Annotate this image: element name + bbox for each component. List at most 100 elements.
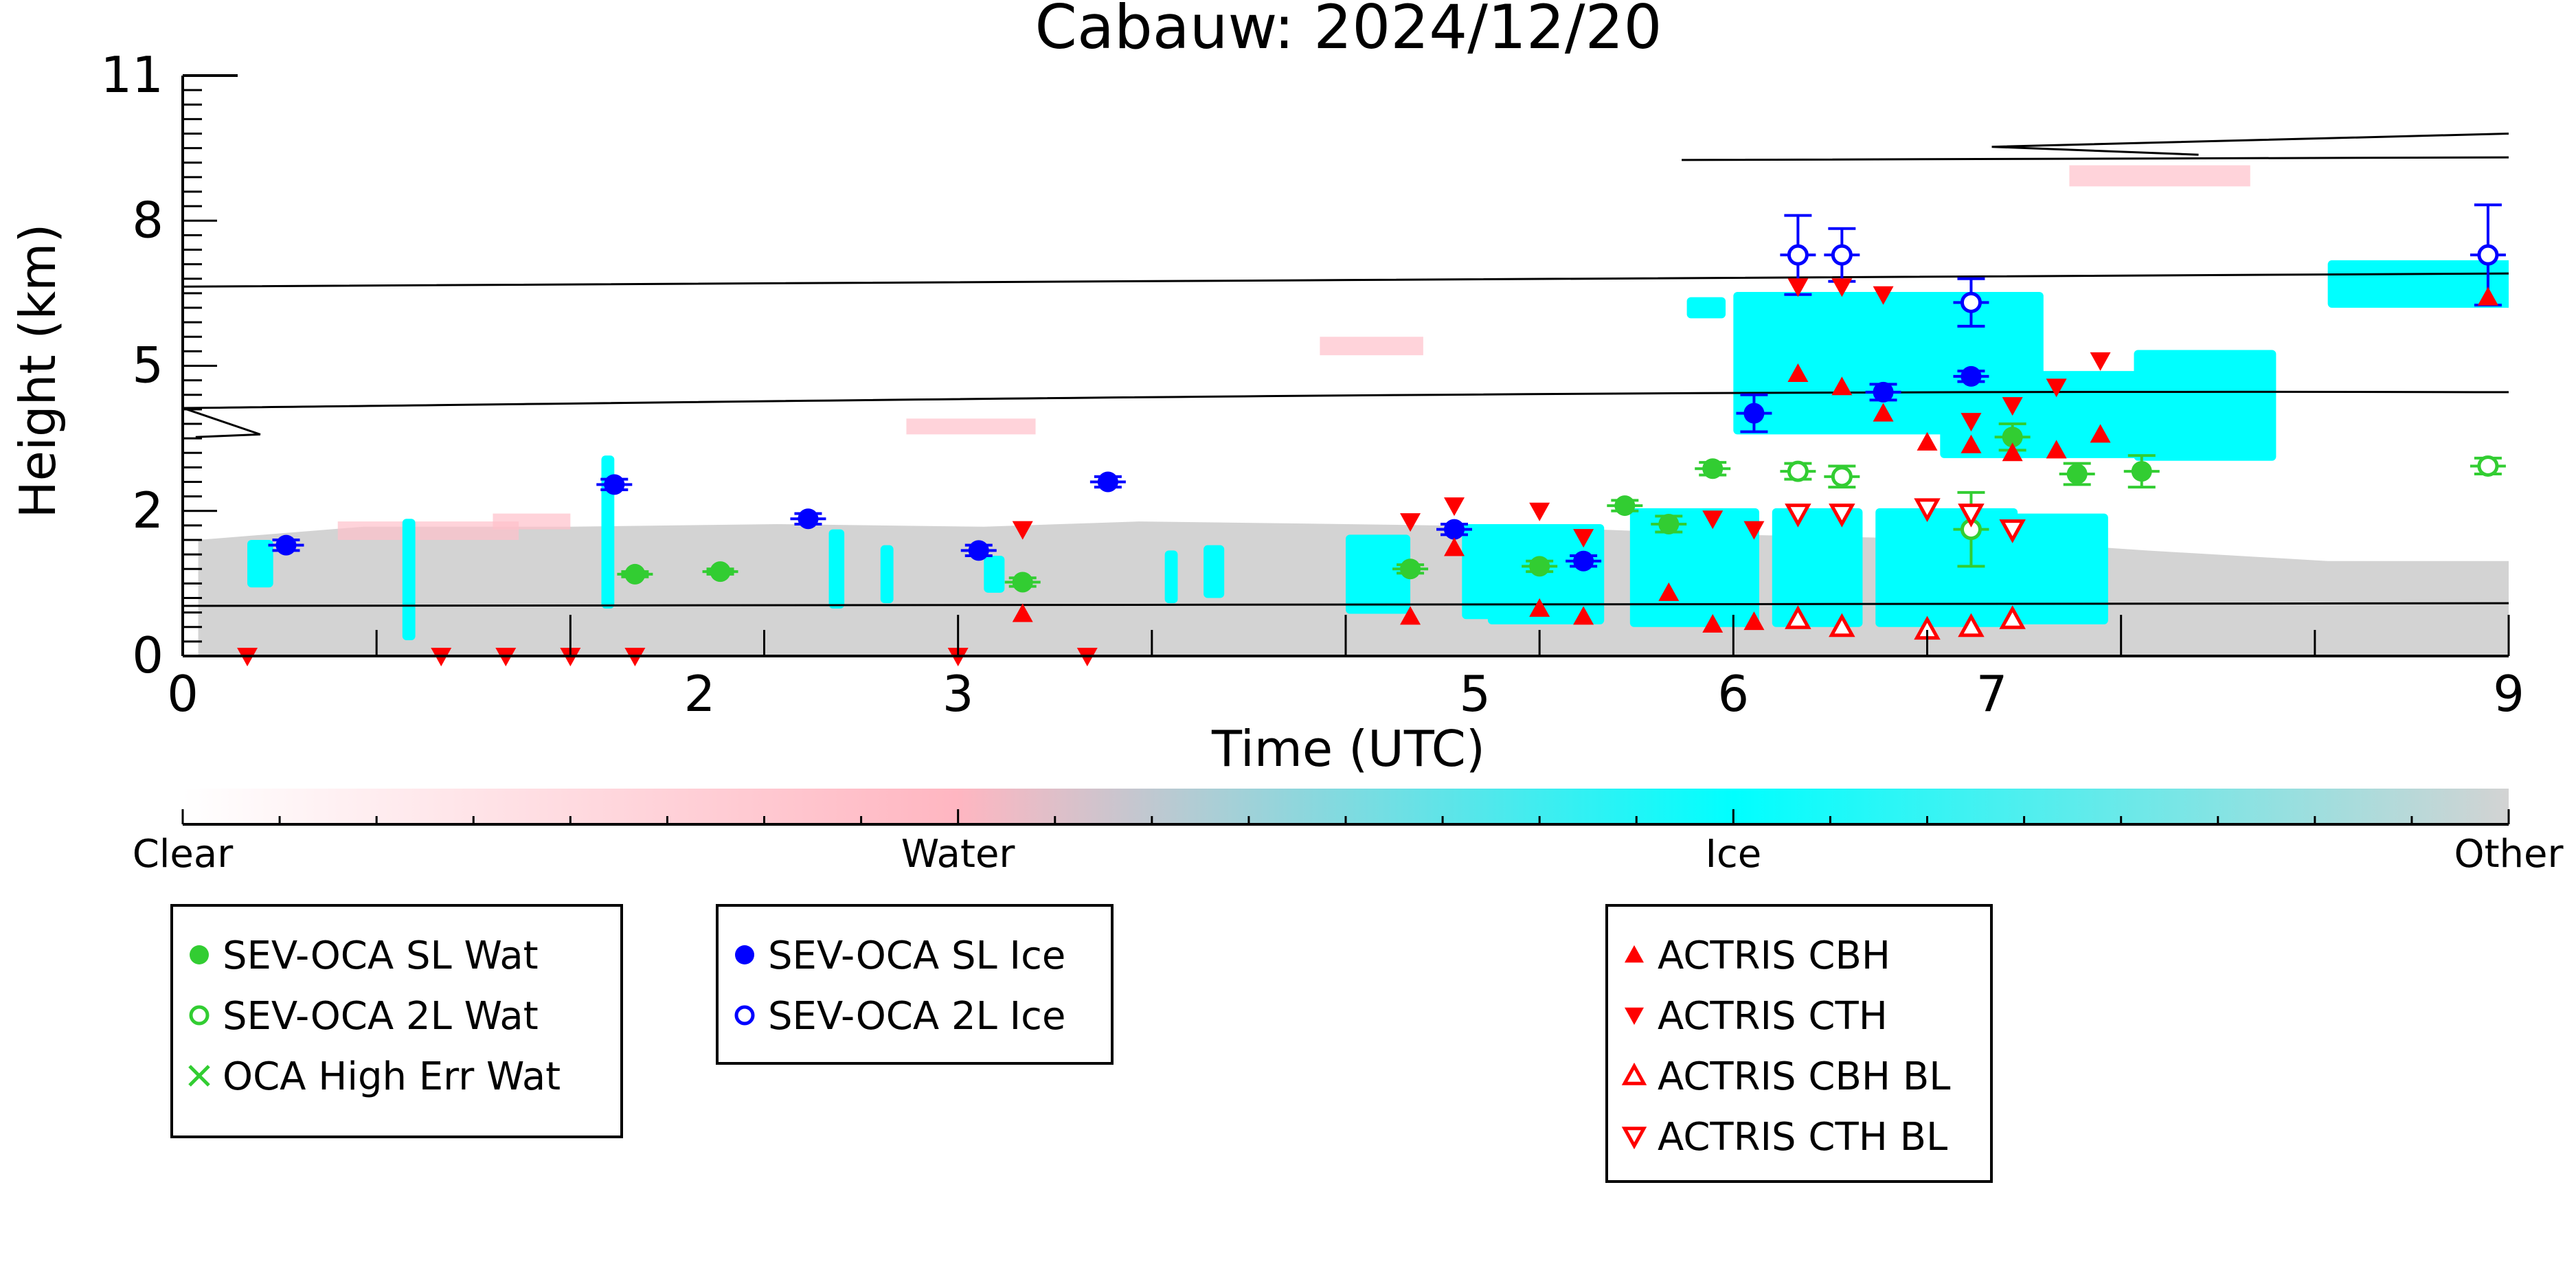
legend-box-2: SEV-OCA SL Ice SEV-OCA 2L Ice <box>716 904 1114 1065</box>
y-tick-label: 11 <box>100 46 163 104</box>
ice-patch <box>2327 260 2509 308</box>
sev-oca-sl-wat-point <box>1614 495 1636 517</box>
data-marks <box>237 203 2506 666</box>
actris-cth-bl-point <box>1829 504 1855 528</box>
actris-cth-bl-point <box>1999 519 2026 543</box>
sev-oca-sl-wat-point <box>1529 556 1550 577</box>
actris-cth-point <box>1702 510 1724 530</box>
legend-item: OCA High Err Wat <box>188 1054 561 1099</box>
sev-oca-2l-ice-point <box>1787 244 1809 266</box>
profile-line <box>1682 156 2509 161</box>
sev-oca-sl-ice-legend-icon <box>735 945 754 964</box>
y-tick-label: 8 <box>132 191 163 249</box>
sev-oca-sl-wat-point <box>2002 427 2023 448</box>
sev-oca-sl-wat-point <box>1702 458 1724 479</box>
actris-cbh-point <box>2046 440 2067 459</box>
chart-title: Cabauw: 2024/12/20 <box>1035 0 1662 63</box>
legend-frame <box>1605 904 1993 1183</box>
actris-cbh-point <box>1873 403 1894 422</box>
actris-cth-bl-point <box>1914 498 1941 523</box>
legend-label: OCA High Err Wat <box>223 1054 561 1099</box>
legends: SEV-OCA SL Wat SEV-OCA 2L Wat OCA High Err… <box>170 904 1993 1183</box>
water-patch <box>337 521 519 540</box>
actris-cbh-point <box>1573 606 1594 625</box>
actris-cth-point <box>2090 352 2111 371</box>
x-tick-label: 3 <box>942 665 974 723</box>
sev-oca-sl-ice-point <box>1873 381 1894 403</box>
water-patch <box>2069 165 2250 187</box>
colorbar-ticks: Clear Water Ice Other <box>133 809 2564 877</box>
actris-cth-point <box>1787 278 1809 297</box>
ice-patch <box>247 540 273 588</box>
profile-line <box>183 407 261 438</box>
x-axis-label: Time (UTC) <box>1211 720 1485 778</box>
actris-cth-point <box>1529 502 1550 521</box>
legend-label: ACTRIS CTH <box>1658 994 1888 1039</box>
sev-oca-2l-ice-point <box>2477 244 2499 266</box>
ice-patch <box>984 556 1005 593</box>
legend-item: ACTRIS CBH <box>1625 934 1890 978</box>
profile-line <box>183 390 2509 409</box>
actris-cbh-point <box>2002 442 2023 462</box>
actris-cbh-point <box>1529 598 1550 617</box>
actris-cbh-point <box>2477 286 2498 306</box>
actris-cth-point <box>1831 278 1853 297</box>
actris-cbh-point <box>1444 537 1465 556</box>
actris-cth-bl-point <box>1958 504 1985 528</box>
ice-patch <box>2134 350 2276 461</box>
legend-item: ACTRIS CTH <box>1625 994 1888 1039</box>
actris-cbh-bl-point <box>1999 605 2026 629</box>
actris-cbh-legend-icon <box>1625 945 1644 963</box>
ice-patch <box>402 519 416 640</box>
sev-oca-sl-ice-point <box>1444 519 1465 540</box>
actris-cbh-point <box>1831 376 1853 396</box>
legend-label: SEV-OCA 2L Ice <box>768 994 1065 1039</box>
actris-cth-point <box>2046 379 2067 398</box>
sev-oca-sl-ice-point <box>275 534 297 556</box>
actris-cth-point <box>2002 397 2023 416</box>
legend-label: SEV-OCA SL Wat <box>223 934 539 978</box>
ice-patch <box>828 529 845 609</box>
actris-cbh-point <box>1961 434 1982 453</box>
actris-cth-legend-icon <box>1625 1007 1644 1025</box>
legend-item: SEV-OCA 2L Ice <box>734 994 1065 1039</box>
actris-cbh-bl-legend-icon <box>1621 1062 1647 1085</box>
actris-cbh-point <box>1012 603 1033 622</box>
actris-cth-point <box>1573 529 1594 548</box>
colorbar-label: Clear <box>133 832 234 877</box>
legend-item: SEV-OCA SL Ice <box>735 934 1065 978</box>
sev-oca-2l-ice-point <box>1831 244 1853 266</box>
actris-cbh-point <box>1702 613 1724 633</box>
ice-patch <box>1686 297 1726 319</box>
sev-oca-sl-wat-point <box>624 563 646 585</box>
ice-patch <box>880 545 894 604</box>
legend-label: SEV-OCA SL Ice <box>768 934 1065 978</box>
sev-oca-sl-wat-point <box>1400 558 1421 580</box>
sev-oca-2l-wat-point <box>2477 455 2499 477</box>
actris-cbh-point <box>1658 582 1680 601</box>
legend-label: ACTRIS CTH BL <box>1658 1115 1947 1160</box>
legend-frame <box>716 904 1114 1065</box>
sev-oca-2l-wat-legend-icon <box>189 1005 210 1026</box>
sev-oca-sl-wat-point <box>710 561 731 583</box>
sev-oca-sl-ice-point <box>1961 365 1982 387</box>
cloud-classification-background <box>198 165 2509 656</box>
actris-cth-point <box>1873 286 1894 305</box>
oca-high-err-wat-legend-icon <box>188 1065 210 1087</box>
ice-patch <box>1204 545 1225 598</box>
profile-line <box>183 602 2509 607</box>
x-tick-label: 5 <box>1459 665 1491 723</box>
actris-cbh-point <box>1743 611 1765 631</box>
y-tick-label: 0 <box>132 626 163 684</box>
legend-frame <box>170 904 623 1138</box>
ice-patch <box>1629 508 1759 627</box>
sev-oca-sl-wat-legend-icon <box>190 945 209 964</box>
ice-patch <box>1875 508 2018 627</box>
water-patch <box>906 418 1036 435</box>
actris-cbh-bl-point <box>1958 613 1985 637</box>
y-tick-label: 5 <box>132 337 163 394</box>
actris-cbh-bl-point <box>1785 605 1811 629</box>
actris-cbh-point <box>1787 363 1809 383</box>
actris-cth-point <box>1444 497 1465 517</box>
